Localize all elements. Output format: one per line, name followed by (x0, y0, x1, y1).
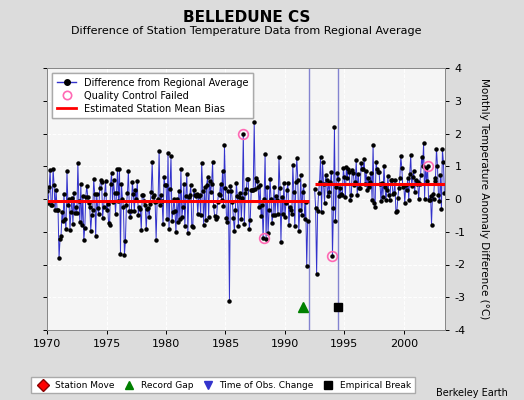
Text: Berkeley Earth: Berkeley Earth (436, 388, 508, 398)
Text: BELLEDUNE CS: BELLEDUNE CS (182, 10, 310, 25)
Legend: Difference from Regional Average, Quality Control Failed, Estimated Station Mean: Difference from Regional Average, Qualit… (52, 73, 254, 118)
Legend: Station Move, Record Gap, Time of Obs. Change, Empirical Break: Station Move, Record Gap, Time of Obs. C… (31, 377, 414, 394)
Y-axis label: Monthly Temperature Anomaly Difference (°C): Monthly Temperature Anomaly Difference (… (479, 78, 489, 320)
Text: Difference of Station Temperature Data from Regional Average: Difference of Station Temperature Data f… (71, 26, 421, 36)
